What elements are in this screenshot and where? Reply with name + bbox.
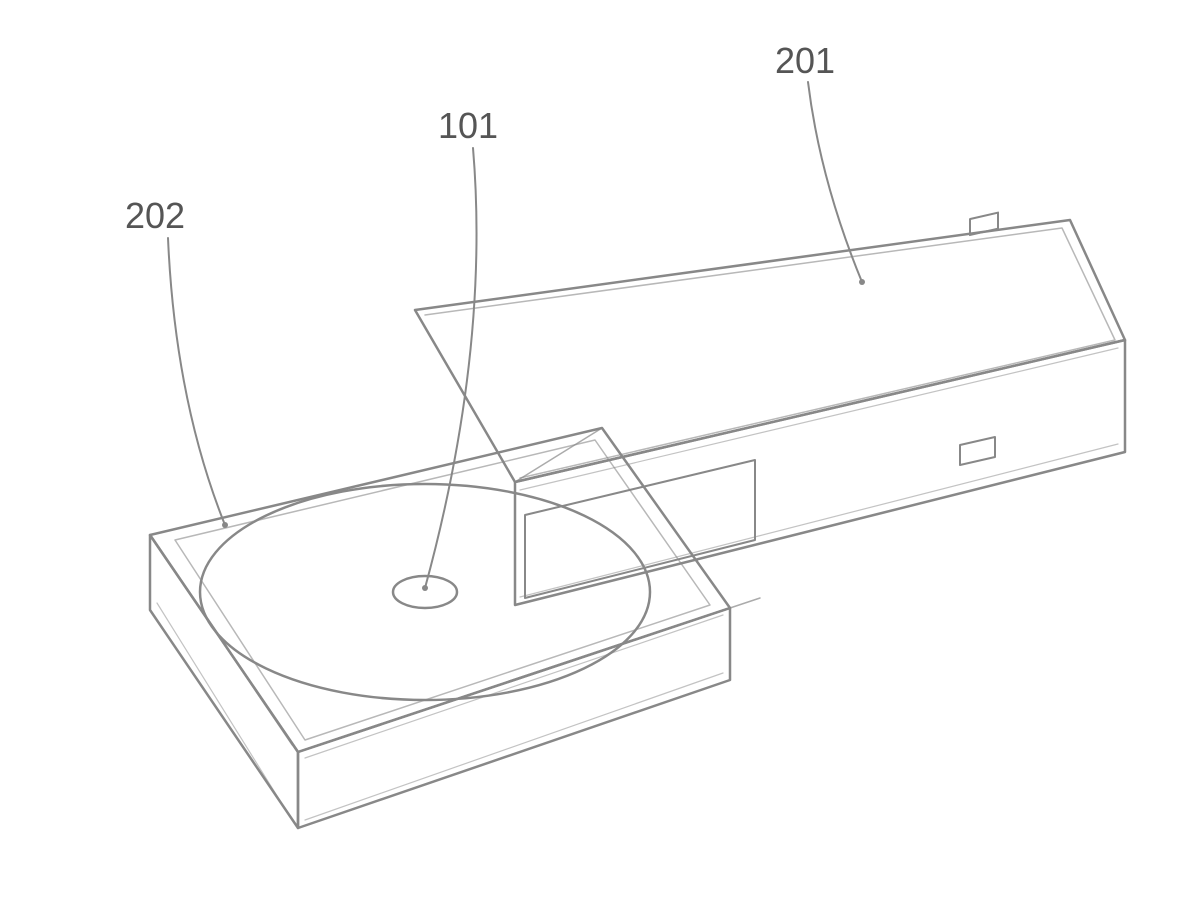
label-202: 202 bbox=[125, 195, 185, 237]
device-body-top bbox=[415, 220, 1125, 482]
eject-button bbox=[960, 437, 995, 465]
tray-body-edge2 bbox=[730, 598, 760, 608]
tray-front-accent bbox=[157, 545, 292, 820]
device-body-front bbox=[515, 340, 1125, 605]
tray-front bbox=[150, 535, 298, 828]
disc-center-hole bbox=[393, 576, 457, 608]
tray-side bbox=[298, 608, 730, 828]
device-body-front-accent bbox=[520, 348, 1118, 597]
leader-101 bbox=[425, 148, 477, 588]
patent-diagram bbox=[0, 0, 1196, 913]
disc-outer bbox=[200, 484, 650, 700]
label-201: 201 bbox=[775, 40, 835, 82]
device-body-top-inner bbox=[425, 228, 1115, 478]
label-101: 101 bbox=[438, 105, 498, 147]
tray-side-accent bbox=[305, 615, 723, 820]
leader-202 bbox=[168, 238, 225, 525]
